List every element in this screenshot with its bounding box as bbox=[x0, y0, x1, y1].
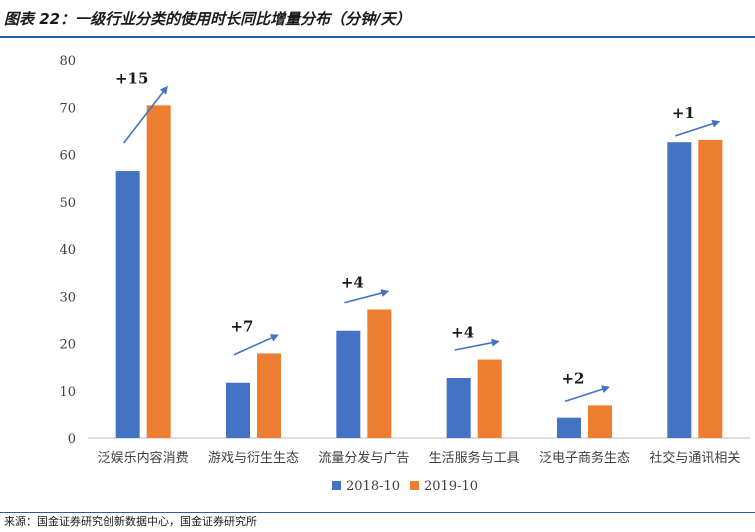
bar-2019-10 bbox=[146, 105, 171, 439]
x-tick-label: 流量分发与广告 bbox=[318, 450, 409, 466]
increase-annotation: +4 bbox=[341, 273, 364, 291]
legend-swatch bbox=[332, 481, 341, 490]
y-tick-label: 0 bbox=[68, 432, 76, 447]
increase-arrow bbox=[454, 338, 500, 351]
bar-2018-10 bbox=[557, 417, 581, 438]
x-tick-label: 生活服务与工具 bbox=[429, 450, 520, 466]
figure-title: 图表 22：一级行业分类的使用时长同比增量分布（分钟/天） bbox=[4, 10, 411, 28]
increase-arrow bbox=[233, 334, 279, 356]
increase-arrow bbox=[123, 85, 168, 144]
increase-annotation: +4 bbox=[451, 324, 474, 342]
bar-2019-10 bbox=[588, 405, 612, 438]
source-note: 来源：国金证券研究创新数据中心，国金证券研究所 bbox=[4, 515, 257, 528]
y-tick-label: 80 bbox=[59, 54, 76, 69]
y-tick-label: 20 bbox=[59, 338, 76, 353]
bar-2019-10 bbox=[698, 139, 723, 438]
y-tick-label: 70 bbox=[59, 101, 76, 116]
increase-annotation: +1 bbox=[672, 104, 695, 122]
legend-label: 2018-10 bbox=[346, 479, 400, 494]
bar-2018-10 bbox=[667, 142, 692, 438]
x-tick-label: 泛电子商务生态 bbox=[539, 450, 630, 466]
legend-label: 2019-10 bbox=[424, 479, 478, 494]
bar-2018-10 bbox=[336, 330, 361, 438]
y-tick-label: 30 bbox=[59, 290, 76, 305]
increase-arrow bbox=[675, 119, 721, 137]
increase-annotation: +2 bbox=[561, 369, 584, 387]
bar-2018-10 bbox=[115, 171, 140, 438]
increase-arrow bbox=[344, 289, 390, 304]
title-divider bbox=[0, 36, 755, 38]
increase-arrow bbox=[564, 385, 610, 403]
y-tick-label: 60 bbox=[59, 149, 76, 164]
bar-2019-10 bbox=[477, 359, 502, 438]
increase-annotation: +15 bbox=[115, 69, 148, 87]
x-tick-label: 泛娱乐内容消费 bbox=[98, 450, 189, 466]
y-tick-label: 10 bbox=[59, 385, 76, 400]
y-tick-label: 40 bbox=[59, 243, 76, 258]
increase-annotation: +7 bbox=[230, 317, 253, 335]
y-tick-label: 50 bbox=[59, 196, 76, 211]
x-tick-label: 游戏与衍生生态 bbox=[208, 451, 299, 466]
bar-2018-10 bbox=[226, 382, 250, 438]
x-tick-label: 社交与通讯相关 bbox=[649, 450, 740, 466]
legend-swatch bbox=[410, 481, 419, 490]
footer-divider bbox=[0, 512, 755, 513]
bar-2018-10 bbox=[446, 377, 471, 438]
bar-2019-10 bbox=[367, 309, 392, 438]
bar-chart: 0 10 20 30 40 50 60 70 80 泛娱乐内容消费 游戏与衍生生态 流量分发与广告 生… bbox=[59, 54, 750, 494]
bar-2019-10 bbox=[257, 353, 281, 438]
